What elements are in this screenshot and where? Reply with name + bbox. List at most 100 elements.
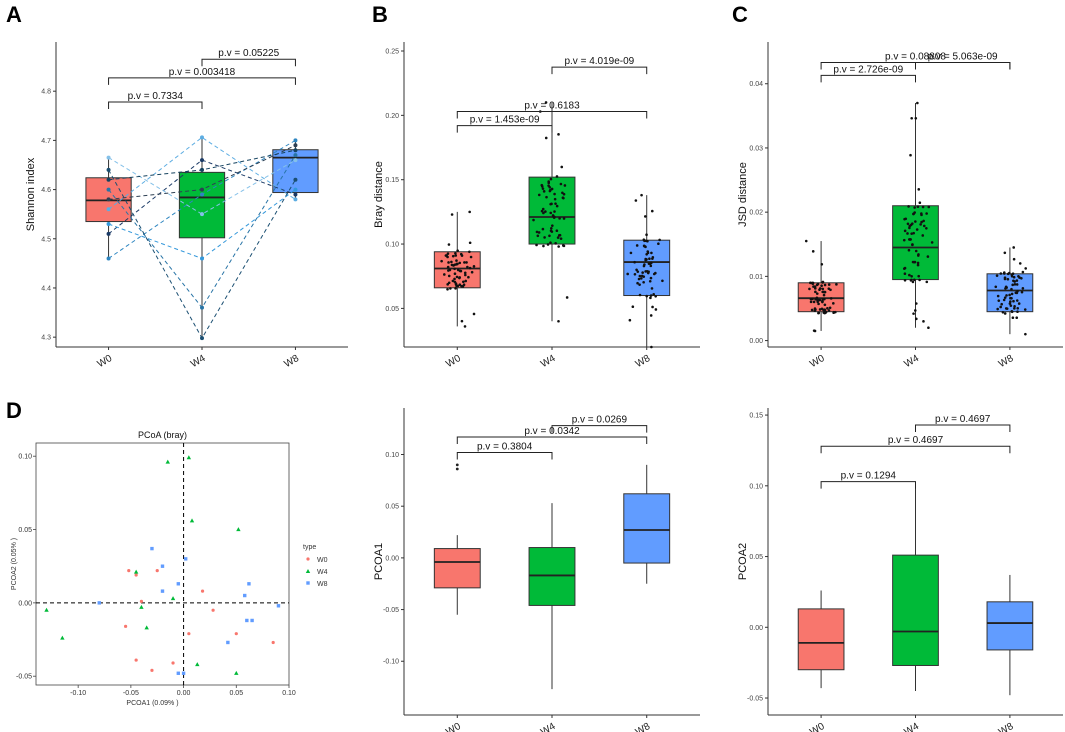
y-tick-label: 0.04	[749, 81, 763, 88]
data-point	[648, 257, 651, 261]
data-point	[999, 272, 1003, 275]
significance-bracket	[456, 125, 553, 133]
point-w0	[139, 599, 144, 604]
data-point	[654, 294, 657, 298]
y-tick-label: 0.05	[749, 554, 763, 561]
point-w8	[97, 601, 101, 605]
data-point	[542, 244, 545, 248]
y-tick-label: 4.4	[41, 285, 51, 292]
box-w0	[797, 282, 845, 313]
data-point	[462, 280, 465, 284]
data-point	[903, 229, 907, 233]
point-w4	[60, 635, 65, 640]
data-point	[648, 279, 652, 283]
data-point	[808, 287, 811, 291]
data-point	[455, 275, 459, 279]
data-point	[999, 305, 1002, 309]
data-point	[907, 205, 910, 208]
data-point	[641, 271, 644, 274]
data-point	[454, 251, 457, 255]
paired-point	[106, 231, 111, 236]
data-point	[450, 260, 453, 264]
point-w8	[176, 582, 181, 586]
data-point	[652, 292, 655, 296]
y-tick-label: 0.00	[18, 600, 32, 607]
data-point	[541, 207, 545, 211]
data-point	[823, 311, 826, 315]
data-point	[1013, 305, 1016, 308]
y-tick-label: 0.15	[385, 177, 399, 184]
data-point	[651, 255, 655, 259]
data-point	[827, 287, 831, 290]
data-point	[547, 180, 550, 183]
data-point	[472, 312, 476, 316]
data-point	[912, 312, 915, 315]
data-point	[1008, 271, 1011, 275]
data-point	[902, 238, 906, 242]
data-point	[646, 250, 650, 253]
x-tick-label: W4	[189, 353, 208, 370]
p-value-label: p.v = 0.4697	[935, 414, 991, 425]
data-point	[906, 232, 909, 235]
y-tick-label: 0.05	[385, 306, 399, 313]
point-w8	[247, 582, 251, 586]
data-point	[458, 276, 461, 280]
legend-label: W4	[317, 569, 328, 576]
x-tick-label: W8	[997, 353, 1016, 370]
p-value-label: p.v = 0.0269	[572, 415, 628, 426]
data-point	[1015, 279, 1019, 282]
significance-bracket	[456, 110, 648, 119]
data-point	[548, 234, 551, 238]
data-point	[549, 202, 552, 206]
significance-bracket	[456, 451, 553, 460]
data-point	[818, 288, 821, 291]
data-point	[563, 184, 567, 187]
data-point	[446, 252, 450, 256]
data-point	[542, 211, 545, 215]
x-axis-label: PCOA1 (0.09% )	[126, 700, 178, 707]
data-point	[451, 254, 455, 258]
panel-letter-c: C	[732, 2, 748, 27]
data-point	[902, 267, 906, 270]
data-point	[910, 232, 913, 235]
data-point	[446, 287, 449, 291]
data-point	[916, 205, 920, 208]
y-tick-label: -0.10	[383, 659, 399, 666]
data-point	[553, 192, 556, 196]
x-tick-label: W0	[444, 721, 463, 732]
data-point	[545, 195, 548, 199]
data-point	[1024, 267, 1027, 270]
data-point	[650, 209, 654, 213]
data-point	[1003, 276, 1007, 279]
data-point	[638, 274, 642, 278]
paired-point	[293, 158, 298, 163]
data-point	[537, 193, 541, 197]
paired-point	[293, 177, 298, 182]
data-point	[549, 241, 552, 245]
data-point	[922, 219, 925, 223]
data-point	[644, 257, 647, 261]
data-point	[912, 231, 915, 235]
data-point	[914, 249, 918, 253]
x-tick-label: W0	[96, 353, 115, 370]
data-point	[556, 236, 560, 239]
data-point	[918, 201, 922, 205]
data-point	[827, 309, 831, 312]
box-w4	[528, 547, 576, 606]
data-point	[1017, 275, 1020, 278]
y-tick-label: 0.05	[385, 504, 399, 511]
point-w8	[226, 640, 230, 645]
x-tick-label: 0.05	[229, 690, 243, 697]
data-point	[835, 283, 838, 286]
data-point	[813, 307, 817, 310]
data-point	[640, 277, 643, 280]
data-point	[447, 243, 451, 246]
box-w8	[986, 601, 1034, 651]
data-point	[1010, 275, 1014, 278]
data-point	[818, 308, 822, 311]
data-point	[449, 287, 452, 290]
x-tick-label: -0.10	[70, 690, 86, 697]
data-point	[1001, 311, 1005, 314]
data-point	[565, 296, 569, 299]
legend-label: W0	[317, 557, 328, 564]
